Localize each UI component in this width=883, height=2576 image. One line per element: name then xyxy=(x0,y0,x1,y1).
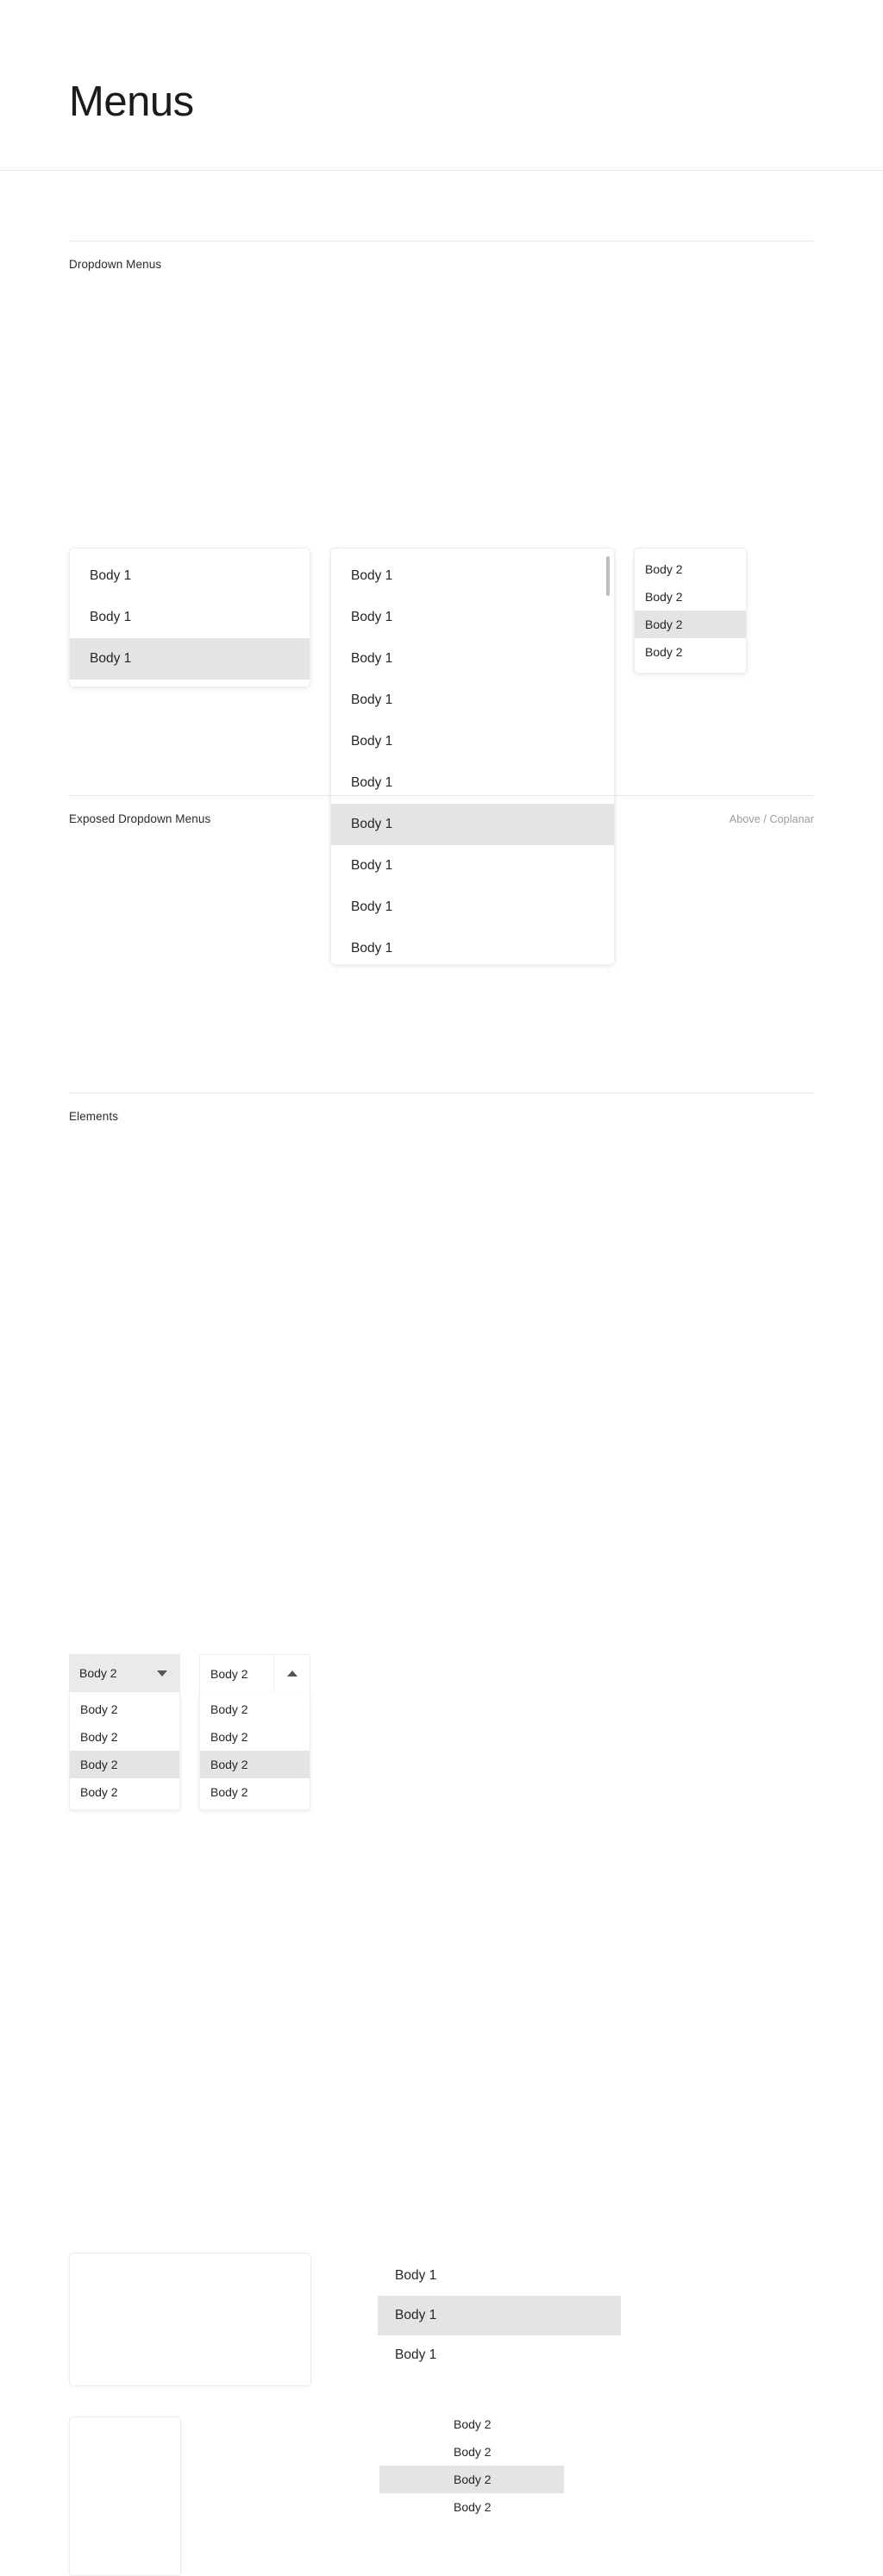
chevron-up-glyph xyxy=(286,1670,297,1677)
dropdown-menu-3[interactable]: Body 2 Body 2 Body 2 Body 2 xyxy=(634,548,747,674)
menu-item[interactable]: Body 1 xyxy=(331,680,614,721)
menu-item[interactable]: Body 1 xyxy=(70,597,310,638)
menu-item-label: Body 2 xyxy=(210,1758,248,1771)
menu-item-label: Body 1 xyxy=(351,775,393,790)
list-item-label: Body 2 xyxy=(454,2500,492,2514)
menu-item-label: Body 1 xyxy=(351,610,393,624)
menu-item-label: Body 2 xyxy=(210,1730,248,1744)
list-item-label: Body 2 xyxy=(454,2473,492,2486)
section-label-elements: Elements xyxy=(69,1110,119,1123)
menu-item[interactable]: Body 2 xyxy=(200,1778,310,1806)
list-item-label: Body 1 xyxy=(395,2347,437,2362)
exposed-dropdown-1-value: Body 2 xyxy=(79,1666,117,1680)
exposed-dropdown-2[interactable]: Body 2 Body 2 Body 2 Body 2 Body 2 xyxy=(199,1654,310,1810)
list-item-selected[interactable]: Body 2 xyxy=(379,2466,564,2493)
section-divider xyxy=(69,795,814,796)
menu-item[interactable]: Body 1 xyxy=(331,555,614,597)
menu-item-label: Body 2 xyxy=(80,1758,118,1771)
list-item-label: Body 2 xyxy=(454,2445,492,2459)
scrollbar-thumb[interactable] xyxy=(606,556,610,596)
menu-item-label: Body 1 xyxy=(351,941,393,956)
menu-item-label: Body 2 xyxy=(645,645,683,659)
menu-item[interactable]: Body 1 xyxy=(331,597,614,638)
page-header: Menus xyxy=(0,0,883,171)
section-label-exposed-dropdown-menus: Exposed Dropdown Menus xyxy=(69,812,211,825)
exposed-dropdown-1-list[interactable]: Body 2 Body 2 Body 2 Body 2 xyxy=(69,1692,180,1810)
menu-item-label: Body 2 xyxy=(645,590,683,604)
menu-item[interactable]: Body 1 xyxy=(331,721,614,762)
element-list-body-1[interactable]: Body 1 Body 1 Body 1 xyxy=(378,2256,621,2375)
section-label-dropdown-menus: Dropdown Menus xyxy=(69,258,162,271)
page-title: Menus xyxy=(69,78,194,125)
menu-item[interactable]: Body 1 xyxy=(331,638,614,680)
list-item[interactable]: Body 1 xyxy=(378,2335,621,2375)
menu-item-label: Body 2 xyxy=(210,1785,248,1799)
menu-item-label: Body 1 xyxy=(90,651,132,666)
menu-item-label: Body 1 xyxy=(351,651,393,666)
chevron-down-icon[interactable] xyxy=(144,1654,180,1692)
menu-item-label: Body 2 xyxy=(80,1785,118,1799)
menu-item-label: Body 2 xyxy=(210,1702,248,1716)
menu-item-label: Body 2 xyxy=(645,562,683,576)
exposed-dropdown-1-field[interactable]: Body 2 xyxy=(69,1654,180,1692)
list-item[interactable]: Body 2 xyxy=(379,2410,564,2438)
list-item-label: Body 2 xyxy=(454,2417,492,2431)
menu-item[interactable]: Body 2 xyxy=(70,1695,179,1723)
menu-item[interactable]: Body 1 xyxy=(331,845,614,887)
menu-item-label: Body 1 xyxy=(351,568,393,583)
menu-item[interactable]: Body 2 xyxy=(635,555,746,583)
empty-surface-small xyxy=(69,2416,181,2576)
menu-item[interactable]: Body 2 xyxy=(635,583,746,611)
empty-surface-large xyxy=(69,2253,311,2386)
menu-item[interactable]: Body 2 xyxy=(70,1723,179,1751)
exposed-dropdown-1[interactable]: Body 2 Body 2 Body 2 Body 2 Body 2 xyxy=(69,1654,180,1810)
menu-item[interactable]: Body 2 xyxy=(635,638,746,666)
menu-item-label: Body 2 xyxy=(80,1730,118,1744)
dropdown-menu-1[interactable]: Body 1 Body 1 Body 1 xyxy=(69,548,310,687)
menu-item-label: Body 1 xyxy=(351,693,393,707)
menu-item-selected[interactable]: Body 1 xyxy=(331,804,614,845)
menu-item-label: Body 1 xyxy=(351,817,393,831)
chevron-down-glyph xyxy=(157,1670,167,1677)
list-item[interactable]: Body 2 xyxy=(379,2493,564,2521)
scrollbar-track[interactable] xyxy=(606,556,610,958)
menu-item-selected[interactable]: Body 1 xyxy=(70,638,310,680)
section-note-above-coplanar: Above / Coplanar xyxy=(729,813,814,825)
dropdown-menu-2-scrollable[interactable]: Body 1 Body 1 Body 1 Body 1 Body 1 Body … xyxy=(330,548,615,965)
exposed-dropdown-2-field[interactable]: Body 2 xyxy=(199,1654,310,1692)
menu-item-label: Body 1 xyxy=(90,610,132,624)
section-divider xyxy=(69,1093,814,1094)
menu-item-label: Body 1 xyxy=(351,858,393,873)
menu-item-selected[interactable]: Body 2 xyxy=(200,1751,310,1778)
menu-item[interactable]: Body 2 xyxy=(70,1778,179,1806)
menu-item[interactable]: Body 2 xyxy=(200,1723,310,1751)
exposed-dropdown-2-value: Body 2 xyxy=(200,1655,274,1692)
element-list-body-2[interactable]: Body 2 Body 2 Body 2 Body 2 xyxy=(379,2410,564,2521)
menu-item-label: Body 2 xyxy=(80,1702,118,1716)
menu-item-label: Body 1 xyxy=(351,899,393,914)
chevron-up-icon[interactable] xyxy=(274,1655,310,1692)
menu-item[interactable]: Body 2 xyxy=(200,1695,310,1723)
menu-item[interactable]: Body 1 xyxy=(331,762,614,804)
menu-item-label: Body 1 xyxy=(90,568,132,583)
list-item-label: Body 1 xyxy=(395,2308,437,2322)
exposed-dropdown-2-list[interactable]: Body 2 Body 2 Body 2 Body 2 xyxy=(199,1692,310,1810)
list-item[interactable]: Body 1 xyxy=(378,2256,621,2296)
menu-item[interactable]: Body 1 xyxy=(331,928,614,964)
menu-item[interactable]: Body 1 xyxy=(331,887,614,928)
menu-item-selected[interactable]: Body 2 xyxy=(635,611,746,638)
list-item[interactable]: Body 2 xyxy=(379,2438,564,2466)
list-item-selected[interactable]: Body 1 xyxy=(378,2296,621,2335)
list-item-label: Body 1 xyxy=(395,2268,437,2283)
menu-item[interactable]: Body 1 xyxy=(70,555,310,597)
menu-item-selected[interactable]: Body 2 xyxy=(70,1751,179,1778)
menu-item-label: Body 1 xyxy=(351,734,393,749)
menu-item-label: Body 2 xyxy=(645,617,683,631)
